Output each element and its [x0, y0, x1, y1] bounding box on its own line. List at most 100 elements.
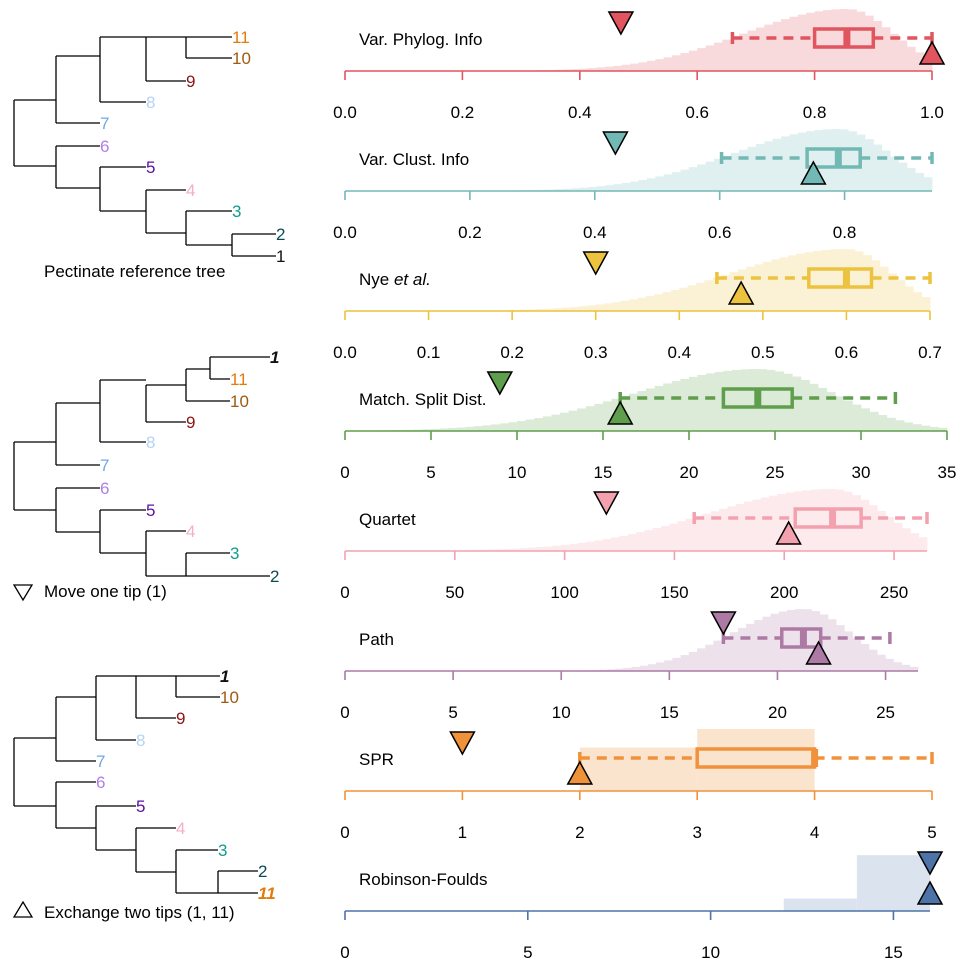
histogram-bar [637, 391, 647, 431]
histogram-bar [852, 637, 862, 671]
histogram-bar [829, 249, 839, 311]
x-tick-label: 0.6 [835, 343, 859, 362]
histogram-bar [552, 545, 562, 551]
x-tick-label: 15 [594, 463, 613, 482]
histogram-bar [636, 532, 645, 551]
box-plot [692, 507, 929, 529]
histogram-bar [864, 139, 874, 191]
histogram-bar [822, 129, 832, 191]
histogram-bar [921, 425, 931, 431]
exchange-two-tips-legend-icon [12, 900, 34, 918]
histogram-bar [629, 299, 638, 311]
histogram-bar [662, 292, 672, 311]
histogram-bar [873, 144, 883, 191]
tip-label-2: 2 [270, 567, 279, 586]
histogram-bar [697, 375, 707, 431]
histogram-bar [689, 376, 698, 431]
histogram-bar [456, 427, 466, 431]
x-tick-label: 0.0 [333, 103, 357, 122]
interquartile-box [793, 507, 863, 529]
box-plot [618, 387, 898, 409]
histogram-bar [856, 855, 930, 911]
tip-label-7: 7 [100, 114, 109, 133]
distribution-histogram [504, 9, 933, 72]
histogram-bar [660, 525, 670, 551]
histogram-bar [637, 297, 647, 311]
tip-label-1: 1 [220, 667, 229, 686]
x-tick-label: 0.8 [833, 223, 857, 242]
tip-label-7: 7 [100, 456, 109, 475]
histogram-bar [670, 289, 680, 311]
histogram-bar [747, 30, 757, 71]
x-tick-label: 20 [768, 703, 787, 722]
x-tick-label: 0.5 [751, 343, 775, 362]
tip-label-10: 10 [230, 392, 249, 411]
histogram-bar [697, 164, 706, 191]
tip-label-2: 2 [276, 225, 285, 244]
histogram-bar [783, 373, 793, 431]
x-tick-label: 0.0 [333, 343, 357, 362]
exchange-two-tips-marker [805, 640, 832, 665]
histogram-bar [792, 376, 802, 431]
chart-3: 0.0 0.1 0.2 0.3 0.4 0.5 0.6 0.7 Nye et al. [333, 249, 942, 362]
tip-label-8: 8 [136, 731, 145, 750]
histogram-bar [571, 69, 581, 71]
histogram-bar [595, 304, 605, 311]
histogram-bar [569, 543, 579, 551]
histogram-bar [604, 185, 614, 191]
histogram-bar [803, 609, 812, 671]
tip-label-6: 6 [96, 773, 105, 792]
histogram-bar [542, 416, 552, 431]
x-tick-label: 15 [884, 943, 903, 960]
x-tick-label: 50 [445, 583, 464, 602]
histogram-bar [611, 537, 620, 551]
histogram-bar [843, 491, 853, 551]
histogram-bar [588, 68, 597, 71]
histogram-bar [621, 64, 631, 71]
histogram-bar [628, 393, 638, 431]
histogram-bar [879, 266, 889, 311]
tree-3: 1 10 9 8 7 6 5 4 3 2 11 Exchange two tips (1, 11) [12, 667, 276, 922]
histogram-bar [680, 655, 690, 671]
chart-title: Nye et al. [359, 270, 431, 289]
histogram-bar [902, 528, 911, 551]
histogram-bar [766, 369, 776, 431]
x-tick-label: 0 [340, 823, 349, 842]
histogram-bar [739, 149, 748, 191]
histogram-bar [868, 649, 878, 671]
chart-title: Quartet [359, 510, 416, 529]
histogram-bar [577, 408, 587, 431]
tip-label-9: 9 [186, 413, 195, 432]
histogram-bar [871, 260, 881, 311]
histogram-bar [721, 274, 730, 311]
histogram-bar [740, 369, 750, 431]
chart-5: 0 50 100 150 200 250 Quartet [340, 489, 929, 602]
exchange-two-tips-marker [606, 400, 634, 425]
tip-label-9: 9 [176, 709, 185, 728]
histogram-bar [534, 418, 544, 431]
histogram-bar [818, 387, 827, 431]
tip-label-10: 10 [220, 688, 239, 707]
chart-4: 0 5 10 15 20 25 30 35 Match. Split Dist. [340, 369, 956, 482]
histogram-bar [536, 547, 545, 551]
histogram-bar [621, 182, 631, 191]
histogram-bar [644, 530, 654, 551]
x-tick-label: 15 [660, 703, 679, 722]
move-one-tip-marker [486, 371, 514, 396]
x-tick-label: 10 [508, 463, 527, 482]
tip-label-4: 4 [186, 181, 195, 200]
histogram-bar [537, 308, 546, 311]
histogram-bar [787, 255, 797, 311]
histogram-bar [869, 411, 879, 431]
histogram-bar [602, 538, 612, 551]
histogram-bar [843, 400, 853, 431]
histogram-bar [672, 55, 681, 71]
histogram-bar [631, 666, 641, 671]
histogram-bar [814, 130, 824, 191]
tip-label-7: 7 [96, 752, 105, 771]
histogram-bar [744, 501, 753, 551]
histogram-bar [623, 667, 632, 671]
histogram-bar [863, 255, 872, 311]
histogram-bar [861, 408, 870, 431]
chart-title: SPR [359, 750, 394, 769]
